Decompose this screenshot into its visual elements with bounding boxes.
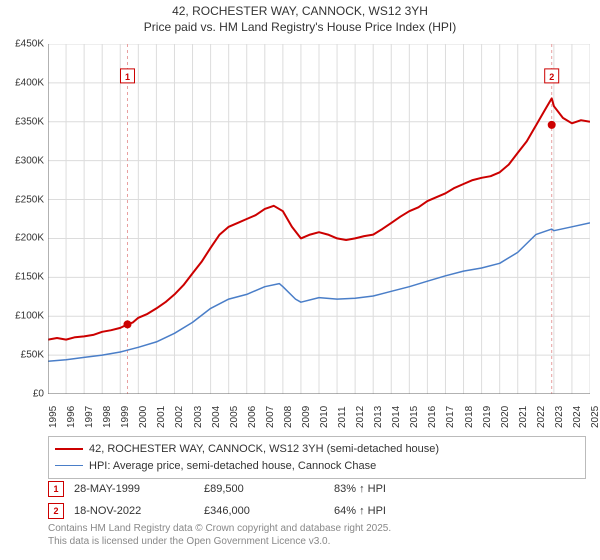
x-tick-label: 2007	[265, 406, 276, 428]
legend-swatch	[55, 465, 83, 466]
x-tick-label: 2022	[536, 406, 547, 428]
x-tick-label: 1997	[84, 406, 95, 428]
chart-area: 12	[48, 44, 590, 394]
x-tick-label: 2025	[590, 406, 600, 428]
x-tick-label: 2017	[445, 406, 456, 428]
x-tick-label: 2023	[554, 406, 565, 428]
x-tick-label: 1998	[102, 406, 113, 428]
x-tick-label: 2021	[518, 406, 529, 428]
x-tick-label: 2024	[572, 406, 583, 428]
y-tick-label: £400K	[15, 77, 44, 88]
legend-label: 42, ROCHESTER WAY, CANNOCK, WS12 3YH (se…	[89, 441, 439, 458]
x-tick-label: 2014	[391, 406, 402, 428]
x-tick-label: 2016	[427, 406, 438, 428]
y-axis-labels: £0£50K£100K£150K£200K£250K£300K£350K£400…	[0, 44, 46, 394]
marker-row: 1 28-MAY-1999 £89,500 83% ↑ HPI	[48, 478, 586, 500]
marker-badge: 1	[48, 481, 64, 497]
x-tick-label: 2015	[409, 406, 420, 428]
legend-item: 42, ROCHESTER WAY, CANNOCK, WS12 3YH (se…	[55, 441, 579, 458]
x-tick-label: 2002	[174, 406, 185, 428]
x-tick-label: 1995	[48, 406, 59, 428]
title-line-1: 42, ROCHESTER WAY, CANNOCK, WS12 3YH	[0, 4, 600, 20]
y-tick-label: £150K	[15, 272, 44, 283]
marker-badge: 2	[48, 503, 64, 519]
x-tick-label: 1999	[120, 406, 131, 428]
footnote-line-2: This data is licensed under the Open Gov…	[48, 535, 391, 548]
x-tick-label: 1996	[66, 406, 77, 428]
x-tick-label: 2012	[355, 406, 366, 428]
x-tick-label: 2018	[464, 406, 475, 428]
x-tick-label: 2020	[500, 406, 511, 428]
x-tick-label: 2010	[319, 406, 330, 428]
svg-text:1: 1	[125, 72, 130, 82]
y-tick-label: £450K	[15, 39, 44, 50]
legend-swatch	[55, 448, 83, 450]
markers-table: 1 28-MAY-1999 £89,500 83% ↑ HPI 2 18-NOV-2022…	[48, 478, 586, 522]
x-tick-label: 2011	[337, 406, 348, 428]
legend-label: HPI: Average price, semi-detached house,…	[89, 458, 376, 475]
marker-date: 28-MAY-1999	[74, 483, 194, 495]
legend-box: 42, ROCHESTER WAY, CANNOCK, WS12 3YH (se…	[48, 436, 586, 479]
marker-price: £89,500	[204, 483, 324, 495]
chart-svg: 12	[48, 44, 590, 394]
marker-date: 18-NOV-2022	[74, 505, 194, 517]
x-tick-label: 2004	[211, 406, 222, 428]
marker-price: £346,000	[204, 505, 324, 517]
y-tick-label: £350K	[15, 116, 44, 127]
y-tick-label: £50K	[21, 350, 44, 361]
marker-row: 2 18-NOV-2022 £346,000 64% ↑ HPI	[48, 500, 586, 522]
y-tick-label: £200K	[15, 233, 44, 244]
marker-delta: 83% ↑ HPI	[334, 483, 454, 495]
x-tick-label: 2000	[138, 406, 149, 428]
x-tick-label: 2005	[229, 406, 240, 428]
x-tick-label: 2013	[373, 406, 384, 428]
x-tick-label: 2009	[301, 406, 312, 428]
x-tick-label: 2003	[193, 406, 204, 428]
x-tick-label: 2008	[283, 406, 294, 428]
x-tick-label: 2019	[482, 406, 493, 428]
legend-item: HPI: Average price, semi-detached house,…	[55, 458, 579, 475]
y-tick-label: £250K	[15, 194, 44, 205]
footnote: Contains HM Land Registry data © Crown c…	[48, 522, 391, 548]
title-block: 42, ROCHESTER WAY, CANNOCK, WS12 3YH Pri…	[0, 0, 600, 35]
marker-delta: 64% ↑ HPI	[334, 505, 454, 517]
svg-text:2: 2	[549, 72, 554, 82]
x-axis-labels: 1995 1996 1997 1998 1999 2000 2001 2002 2003 2004…	[48, 398, 590, 434]
y-tick-label: £100K	[15, 311, 44, 322]
y-tick-label: £300K	[15, 155, 44, 166]
y-tick-label: £0	[33, 389, 44, 400]
footnote-line-1: Contains HM Land Registry data © Crown c…	[48, 522, 391, 535]
title-line-2: Price paid vs. HM Land Registry's House …	[0, 20, 600, 36]
chart-container: 42, ROCHESTER WAY, CANNOCK, WS12 3YH Pri…	[0, 0, 600, 560]
x-tick-label: 2006	[247, 406, 258, 428]
x-tick-label: 2001	[156, 406, 167, 428]
